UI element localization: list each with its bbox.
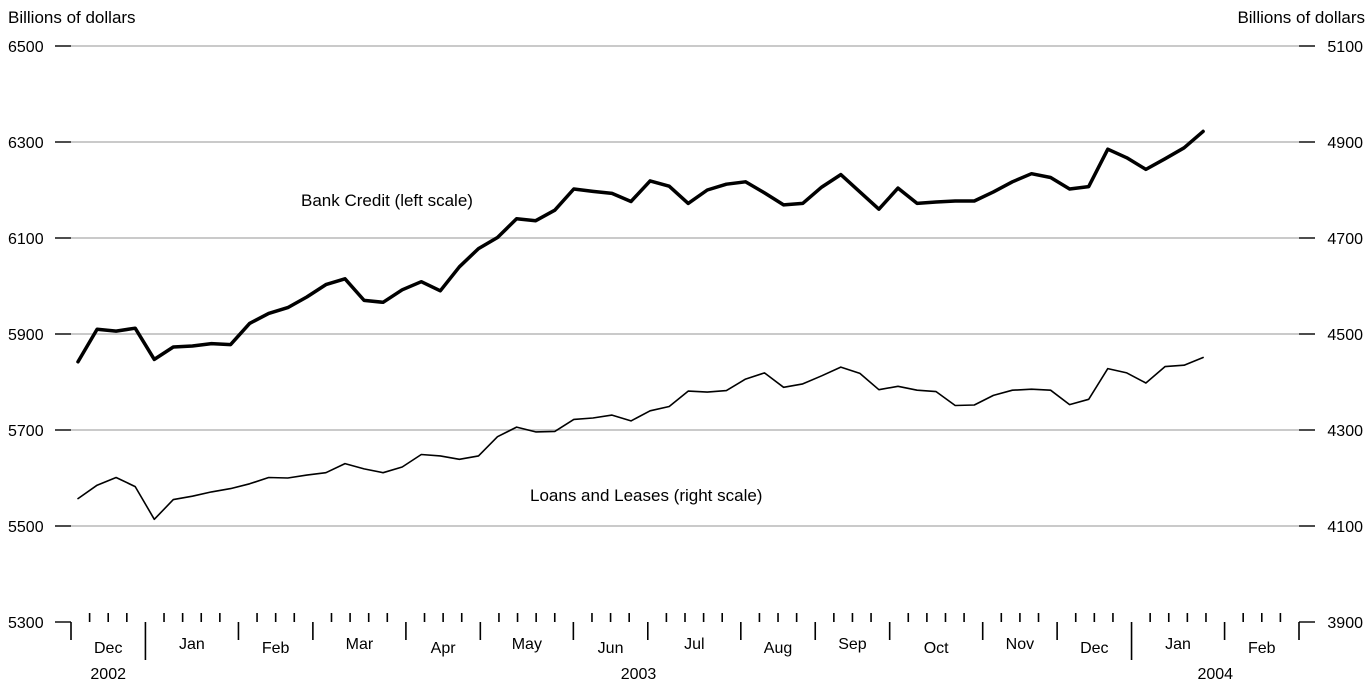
left-axis: 6500 6300 6100 5900 5700 5500 5300 [8,39,71,632]
month-label: Jan [179,636,205,653]
left-tick-label: 6500 [8,39,44,56]
right-tick-label: 4300 [1327,423,1363,440]
left-tick-label: 5300 [8,615,44,632]
annotation-loans-and-leases: Loans and Leases (right scale) [530,486,762,505]
right-tick-label: 5100 [1327,39,1363,56]
month-label: Jun [598,640,624,657]
x-axis: Dec Jan Feb Mar Apr May Jun Jul Aug Sep Oct Nov Dec J… [70,613,1300,683]
left-tick-label: 5500 [8,519,44,536]
month-label: May [512,636,542,653]
month-label: Feb [262,640,290,657]
series-line-bank-credit [76,129,1205,364]
month-label: Feb [1248,640,1276,657]
right-axis: 5100 4900 4700 4500 4300 4100 3900 [1299,39,1363,632]
month-label: Dec [94,640,122,657]
month-label: Mar [346,636,374,653]
month-label: Aug [764,640,792,657]
year-label: 2004 [1197,666,1233,683]
year-label: 2002 [90,666,126,683]
month-label: Nov [1006,636,1034,653]
month-label: Sep [838,636,867,653]
left-tick-label: 6300 [8,135,44,152]
year-label: 2003 [621,666,657,683]
annotation-bank-credit: Bank Credit (left scale) [301,191,473,210]
right-tick-label: 4500 [1327,327,1363,344]
left-axis-title: Billions of dollars [8,8,136,27]
gridlines [71,45,1299,527]
month-label: Jan [1165,636,1191,653]
right-tick-label: 4100 [1327,519,1363,536]
left-tick-label: 5900 [8,327,44,344]
right-axis-title: Billions of dollars [1237,8,1365,27]
right-tick-label: 4900 [1327,135,1363,152]
month-label: Apr [431,640,457,657]
left-tick-label: 5700 [8,423,44,440]
left-tick-label: 6100 [8,231,44,248]
month-label: Jul [684,636,704,653]
month-label: Dec [1080,640,1108,657]
series-line-loans-and-leases [77,356,1204,521]
month-label: Oct [924,640,949,657]
right-tick-label: 3900 [1327,615,1363,632]
right-tick-label: 4700 [1327,231,1363,248]
